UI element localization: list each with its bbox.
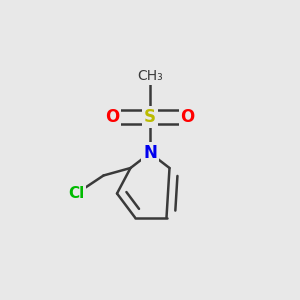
Text: CH₃: CH₃ <box>137 70 163 83</box>
Text: O: O <box>105 108 120 126</box>
Text: S: S <box>144 108 156 126</box>
Text: O: O <box>180 108 195 126</box>
Text: Cl: Cl <box>68 186 85 201</box>
Text: N: N <box>143 144 157 162</box>
